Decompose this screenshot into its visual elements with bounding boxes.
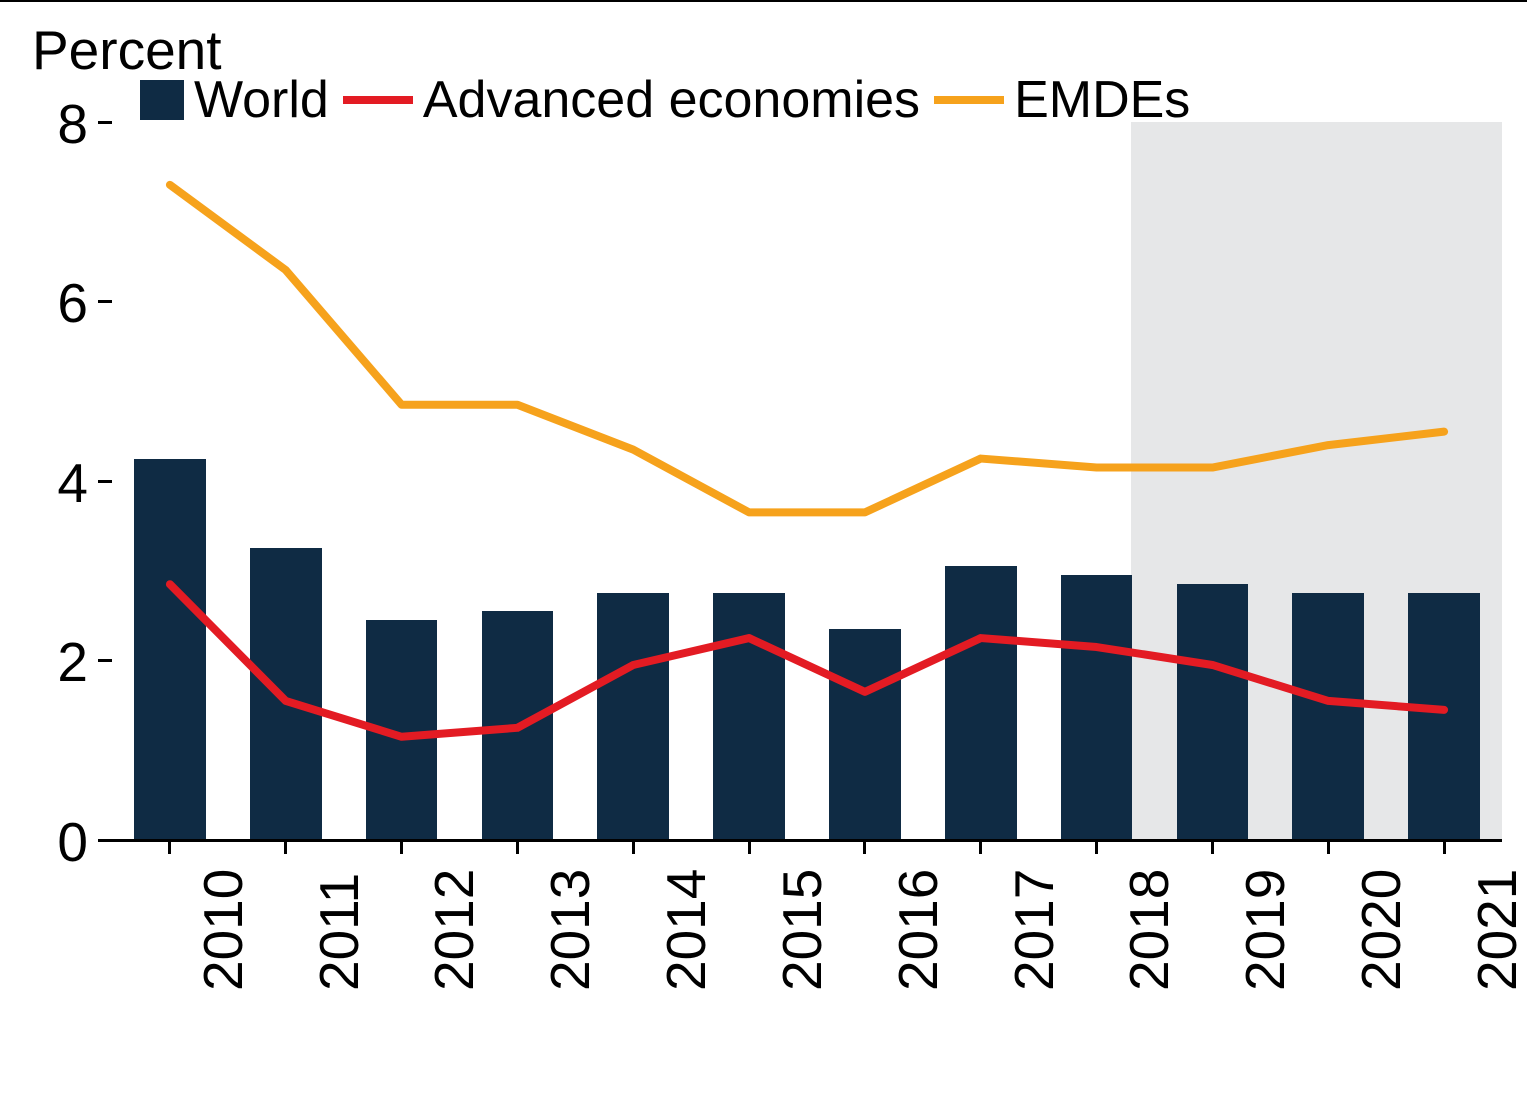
legend-label: World [194, 70, 329, 130]
growth-chart: 0246820102011201220132014201520162017201… [0, 0, 1527, 1096]
legend-item: Advanced economies [343, 70, 920, 130]
legend-swatch-bar [140, 80, 184, 120]
legend-item: World [140, 70, 329, 130]
legend-label: EMDEs [1014, 70, 1190, 130]
line-advanced-economies [170, 584, 1444, 737]
legend-item: EMDEs [934, 70, 1190, 130]
line-layer [0, 0, 1527, 1096]
legend-swatch-line [343, 96, 413, 104]
legend: World Advanced economies EMDEs [140, 70, 1190, 130]
legend-label: Advanced economies [423, 70, 920, 130]
legend-swatch-line [934, 96, 1004, 104]
line-emdes [170, 185, 1444, 513]
